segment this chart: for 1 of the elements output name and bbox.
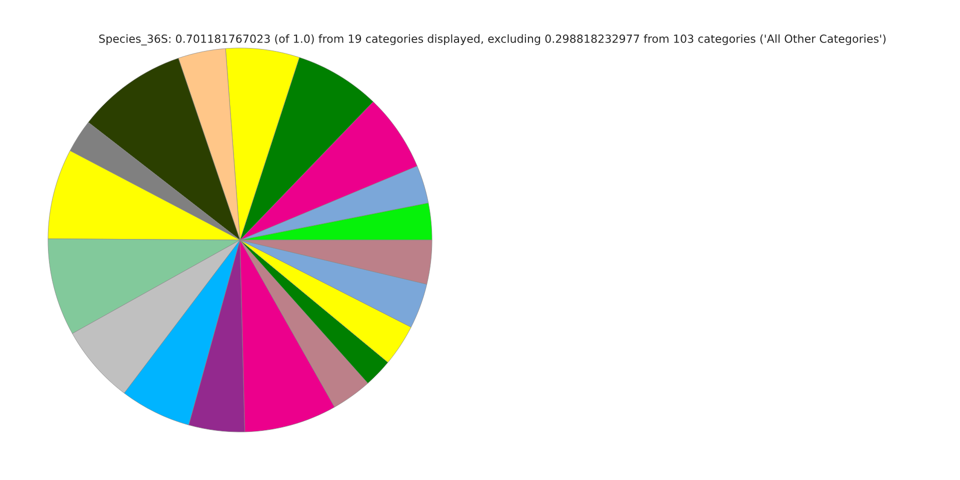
text: Species_36S: 0.701181767023 (of 1.0) from 19 categories displayed, excluding 0.298818232977 from 103 categories ('All Other Categories') xyxy=(99,34,886,46)
